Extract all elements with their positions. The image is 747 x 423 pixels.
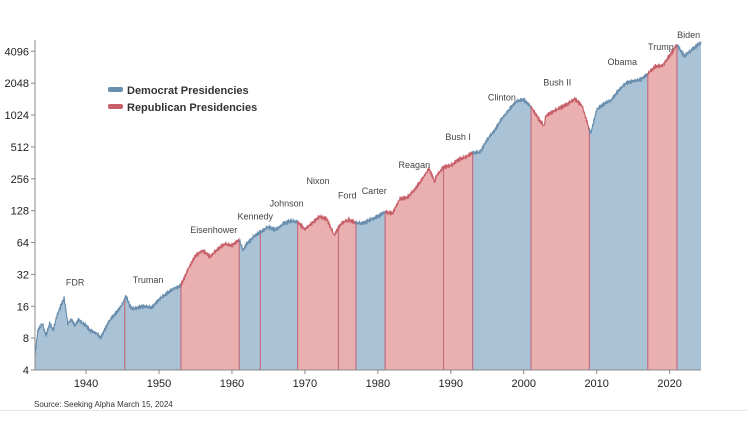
x-tick-label: 1940 bbox=[74, 378, 98, 390]
area-ford bbox=[338, 218, 356, 370]
presidency-label: FDR bbox=[66, 278, 85, 288]
y-tick-label: 16 bbox=[17, 301, 29, 313]
area-reagan bbox=[385, 166, 444, 370]
area-johnson bbox=[260, 219, 298, 370]
presidency-boundaries bbox=[124, 44, 678, 370]
y-tick-label: 128 bbox=[11, 206, 29, 218]
presidency-label: Ford bbox=[338, 190, 357, 200]
area-truman bbox=[124, 283, 181, 370]
presidency-label: Bush I bbox=[445, 132, 471, 142]
line-bush-ii bbox=[530, 96, 590, 132]
line-johnson bbox=[259, 217, 299, 234]
y-tick-label: 2048 bbox=[5, 78, 29, 90]
line-bush-i bbox=[443, 150, 474, 170]
x-tick-label: 1980 bbox=[366, 378, 390, 390]
x-tick-label: 2000 bbox=[511, 378, 535, 390]
line-ford bbox=[337, 215, 357, 230]
presidency-label: Clinton bbox=[488, 92, 516, 102]
bottom-divider bbox=[0, 410, 747, 411]
y-tick-label: 8 bbox=[23, 333, 29, 345]
line-nixon bbox=[297, 213, 340, 236]
legend: Democrat Presidencies Republican Preside… bbox=[108, 85, 257, 114]
area-nixon bbox=[297, 215, 339, 370]
presidency-label: Carter bbox=[362, 186, 387, 196]
y-tick-label: 4096 bbox=[5, 46, 29, 58]
area-bush-i bbox=[443, 151, 473, 370]
area-biden bbox=[676, 41, 701, 370]
line-truman bbox=[124, 283, 182, 312]
presidency-label: Nixon bbox=[307, 176, 330, 186]
x-axis-ticks: 1940 1950 1960 1970 1980 1990 2000 2010 2020 bbox=[74, 370, 682, 390]
presidency-label: Kennedy bbox=[238, 212, 274, 222]
presidency-label: Eisenhower bbox=[190, 225, 237, 235]
presidency-label: Obama bbox=[607, 57, 637, 67]
legend-swatch-republican bbox=[108, 104, 123, 109]
index-lines bbox=[34, 40, 702, 356]
area-trump bbox=[647, 44, 677, 370]
y-tick-label: 256 bbox=[11, 174, 29, 186]
line-fdr bbox=[34, 296, 126, 356]
legend-swatch-democrat bbox=[108, 87, 123, 92]
area-obama bbox=[589, 73, 648, 370]
x-tick-label: 1990 bbox=[439, 378, 463, 390]
presidency-label: Bush II bbox=[543, 77, 571, 87]
presidency-label: Truman bbox=[133, 275, 164, 285]
line-obama bbox=[588, 72, 649, 134]
line-carter bbox=[355, 210, 386, 226]
presidency-label: Reagan bbox=[399, 160, 431, 170]
y-tick-label: 32 bbox=[17, 269, 29, 281]
area-eisenhower bbox=[180, 239, 240, 370]
area-clinton bbox=[472, 98, 531, 370]
y-tick-label: 512 bbox=[11, 142, 29, 154]
line-biden bbox=[676, 40, 702, 59]
presidency-areas bbox=[35, 41, 701, 371]
x-tick-label: 1950 bbox=[147, 378, 171, 390]
legend-label-democrat: Democrat Presidencies bbox=[127, 85, 249, 97]
presidency-label: Johnson bbox=[270, 198, 304, 208]
x-tick-label: 2020 bbox=[657, 378, 681, 390]
line-kennedy bbox=[238, 230, 261, 252]
presidency-label: Biden bbox=[677, 30, 700, 40]
presidency-label: Trump bbox=[648, 42, 674, 52]
line-reagan bbox=[384, 165, 444, 216]
area-kennedy bbox=[239, 230, 261, 370]
x-tick-label: 1960 bbox=[220, 378, 244, 390]
area-carter bbox=[356, 210, 386, 370]
x-tick-label: 1970 bbox=[293, 378, 317, 390]
y-tick-label: 64 bbox=[17, 238, 29, 250]
line-eisenhower bbox=[180, 237, 240, 288]
y-tick-label: 4 bbox=[23, 365, 29, 377]
area-fdr bbox=[35, 296, 125, 370]
area-bush-ii bbox=[531, 97, 590, 371]
legend-label-republican: Republican Presidencies bbox=[127, 102, 257, 114]
y-axis-ticks: 4 8 16 32 64 128 256 512 1024 2048 4096 bbox=[5, 46, 35, 377]
line-trump bbox=[647, 43, 678, 77]
source-note: Source: Seeking Alpha March 15, 2024 bbox=[34, 400, 173, 409]
x-tick-label: 2010 bbox=[584, 378, 608, 390]
y-tick-label: 1024 bbox=[5, 110, 29, 122]
line-clinton bbox=[472, 97, 532, 156]
